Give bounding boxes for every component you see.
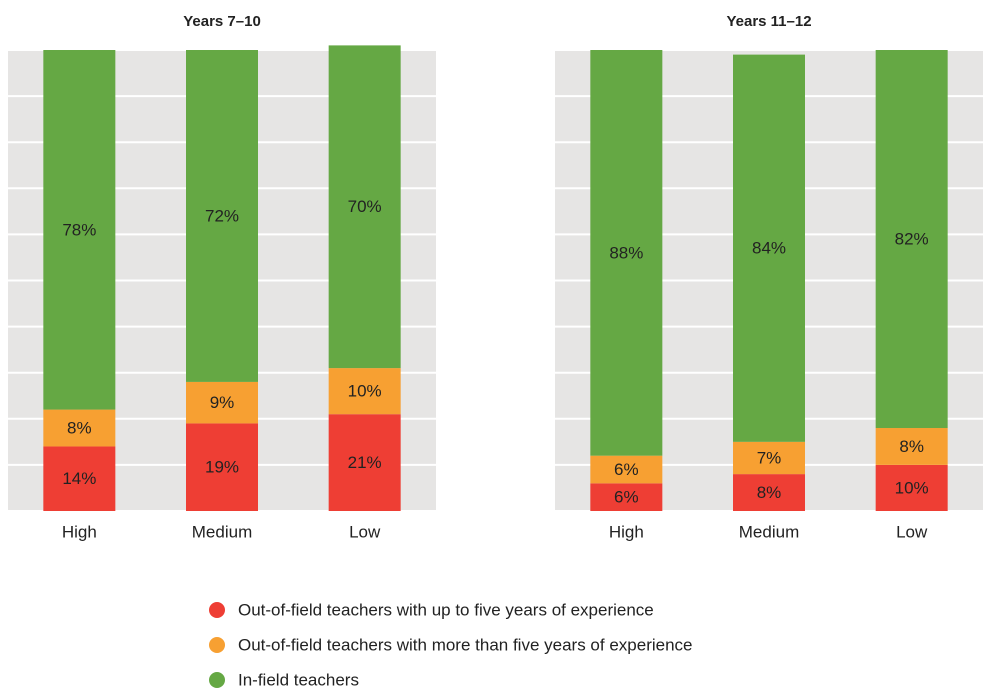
- bar-segment: [733, 474, 805, 511]
- bar-segment: [590, 455, 663, 484]
- bar-segment: [186, 381, 258, 424]
- data-label: 88%: [609, 243, 643, 262]
- x-tick-label: Low: [349, 522, 381, 541]
- data-label: 70%: [348, 197, 382, 216]
- data-label: 14%: [62, 469, 96, 488]
- data-label: 8%: [899, 437, 924, 456]
- x-tick-label: Medium: [739, 522, 799, 541]
- data-label: 6%: [614, 460, 639, 479]
- legend-label: Out-of-field teachers with more than fiv…: [238, 635, 693, 654]
- data-label: 8%: [757, 483, 782, 502]
- legend-label: In-field teachers: [238, 670, 359, 689]
- data-label: 6%: [614, 488, 639, 507]
- data-label: 84%: [752, 239, 786, 258]
- data-label: 72%: [205, 206, 239, 225]
- data-label: 9%: [210, 393, 235, 412]
- data-label: 78%: [62, 220, 96, 239]
- data-label: 10%: [895, 478, 929, 497]
- bar-segment: [733, 441, 805, 475]
- x-tick-label: High: [609, 522, 644, 541]
- bar-segment: [328, 45, 401, 369]
- chart-title: Years 11–12: [726, 13, 811, 30]
- bar-segment: [875, 428, 948, 465]
- bar-segment: [43, 409, 116, 447]
- data-label: 82%: [895, 229, 929, 248]
- bar-segment: [590, 483, 663, 511]
- x-tick-label: Low: [896, 522, 928, 541]
- data-label: 10%: [348, 382, 382, 401]
- legend-label: Out-of-field teachers with up to five ye…: [238, 600, 654, 619]
- data-label: 8%: [67, 419, 92, 438]
- bar-segment: [328, 414, 401, 511]
- bar-segment: [186, 423, 258, 511]
- bar-segment: [186, 50, 258, 382]
- x-tick-label: Medium: [192, 522, 252, 541]
- data-label: 7%: [757, 448, 782, 467]
- bar-segment: [590, 50, 663, 456]
- bar-segment: [875, 50, 948, 429]
- bar-segment: [875, 464, 948, 511]
- legend-marker: [209, 637, 225, 653]
- bar-segment: [43, 50, 116, 410]
- legend-marker: [209, 602, 225, 618]
- data-label: 19%: [205, 458, 239, 477]
- legend-marker: [209, 672, 225, 688]
- bar-segment: [733, 54, 805, 442]
- x-tick-label: High: [62, 522, 97, 541]
- chart-title: Years 7–10: [183, 13, 261, 30]
- bar-segment: [328, 368, 401, 415]
- bar-segment: [43, 446, 116, 511]
- data-label: 21%: [348, 453, 382, 472]
